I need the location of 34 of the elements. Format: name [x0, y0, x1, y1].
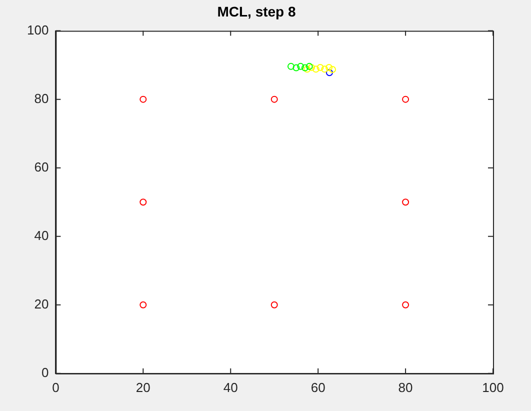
y-tick-label: 0 [41, 364, 49, 380]
point [292, 64, 300, 72]
point [402, 301, 410, 308]
x-tick-label: 100 [482, 380, 504, 395]
y-tick-label: 60 [34, 159, 49, 174]
point [326, 69, 333, 76]
point [301, 64, 308, 72]
point [304, 66, 311, 73]
x-tick-label: 0 [52, 380, 60, 395]
point [308, 64, 316, 71]
point [270, 301, 278, 308]
point [326, 64, 333, 71]
point [140, 301, 147, 308]
x-tick-label: 60 [310, 380, 326, 395]
point [270, 96, 278, 103]
point [287, 62, 294, 70]
x-tick-label: 80 [398, 380, 413, 395]
chart-title: MCL, step 8 [217, 3, 296, 20]
x-tick-label: 40 [223, 380, 238, 395]
point [402, 198, 410, 206]
x-tick-label: 20 [136, 380, 150, 395]
y-tick-label: 100 [26, 22, 49, 38]
point [402, 96, 410, 103]
point [306, 62, 313, 70]
y-tick-label: 20 [34, 296, 49, 312]
y-tick-label: 40 [34, 228, 49, 243]
point [297, 62, 304, 70]
point [329, 66, 336, 74]
point [316, 64, 324, 71]
y-tick-label: 80 [34, 90, 49, 106]
point [140, 96, 147, 103]
point [140, 198, 147, 206]
point [321, 66, 328, 73]
point [312, 66, 320, 73]
